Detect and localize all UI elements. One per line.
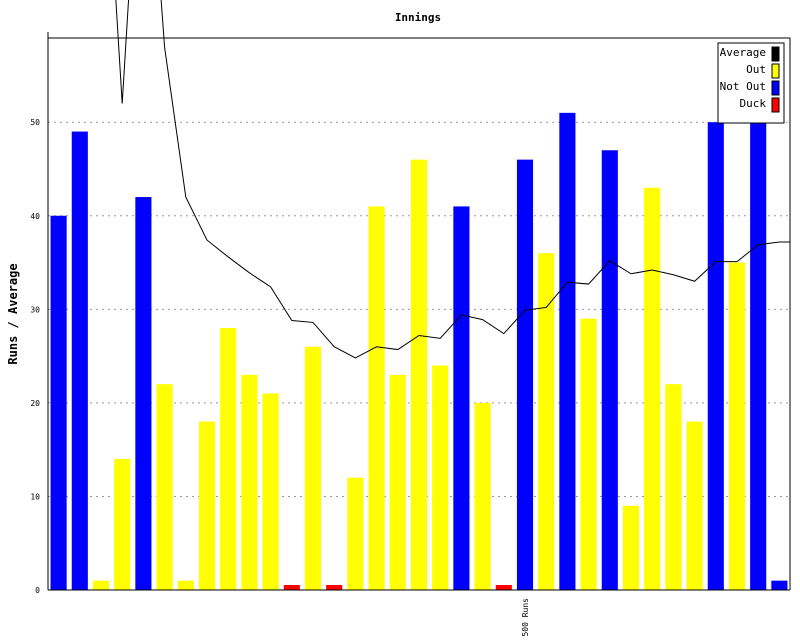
bar-not-out (559, 112, 576, 590)
bar-not-out (771, 580, 788, 590)
bar-series (50, 112, 788, 591)
legend-swatch (771, 46, 780, 62)
bar-out (92, 580, 110, 590)
bar-out (474, 402, 491, 590)
bar-not-out (453, 206, 470, 590)
bar-out (432, 365, 449, 590)
bar-duck (495, 585, 512, 590)
bar-out (304, 346, 322, 590)
legend-swatch (771, 97, 780, 113)
bar-out (156, 384, 173, 590)
bar-out (220, 328, 237, 590)
legend-label: Average (720, 46, 766, 59)
y-tick-label: 0 (35, 586, 40, 595)
bar-out (198, 421, 216, 590)
bar-not-out (601, 150, 618, 590)
legend-label: Out (746, 63, 766, 76)
bar-out (262, 393, 279, 590)
bar-not-out (750, 122, 767, 590)
annotation-group: 500 Runs (521, 598, 530, 637)
legend: Average Out Not Out Duck (717, 42, 785, 124)
bar-out (644, 187, 661, 590)
y-tick-label: 30 (30, 305, 40, 314)
y-tick-label: 10 (30, 492, 40, 501)
legend-label: Duck (740, 97, 767, 110)
bar-out (538, 253, 555, 590)
y-tick-label: 40 (30, 212, 40, 221)
bar-out (410, 159, 428, 590)
bar-out (580, 318, 597, 590)
bar-not-out (50, 215, 67, 590)
axes (47, 32, 791, 591)
average-line (115, 0, 790, 359)
bar-not-out (71, 131, 88, 590)
bar-not-out (135, 197, 152, 591)
legend-swatch (771, 63, 780, 79)
legend-label: Not Out (720, 80, 766, 93)
y-tick-labels: 0 10 20 30 40 50 (30, 118, 40, 595)
bar-not-out (516, 159, 534, 590)
average-line-group (115, 0, 790, 359)
y-tick-label: 50 (30, 118, 40, 127)
bar-out (368, 206, 385, 590)
bar-out (686, 421, 703, 590)
bar-out (114, 459, 131, 590)
bar-out (622, 505, 640, 590)
bar-out (347, 477, 364, 590)
bar-out (665, 384, 682, 590)
bar-out (241, 374, 258, 590)
bar-not-out (707, 122, 724, 590)
bar-duck (326, 585, 343, 590)
chart-title: Innings (395, 11, 441, 24)
y-tick-label: 20 (30, 399, 40, 408)
annotation-label: 500 Runs (521, 598, 530, 637)
legend-swatch (771, 80, 780, 96)
bar-out (728, 262, 746, 590)
bar-out (389, 374, 406, 590)
bar-out (177, 580, 194, 590)
y-axis-label: Runs / Average (6, 263, 20, 364)
bar-duck (283, 585, 300, 590)
